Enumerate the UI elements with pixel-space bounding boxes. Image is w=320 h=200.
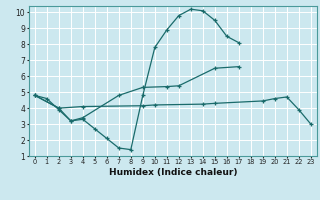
X-axis label: Humidex (Indice chaleur): Humidex (Indice chaleur) — [108, 168, 237, 177]
